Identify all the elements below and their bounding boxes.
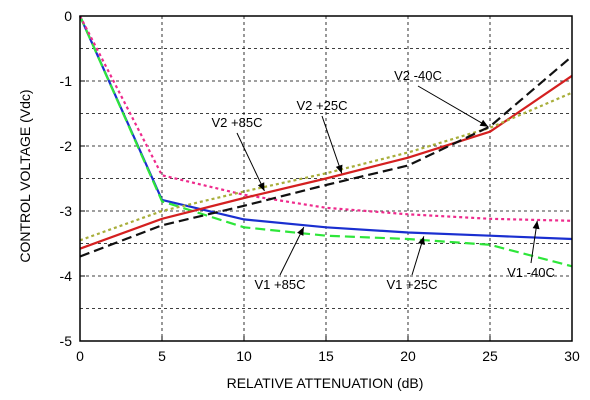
y-tick-label: -4 bbox=[60, 268, 73, 284]
annotation-label: V1 -40C bbox=[507, 265, 555, 280]
grid bbox=[80, 16, 572, 341]
annotation-arrowhead bbox=[297, 227, 304, 236]
annotation-leader bbox=[236, 132, 265, 192]
annotation-arrowhead bbox=[479, 119, 489, 127]
annotation-label: V1 +25C bbox=[387, 277, 438, 292]
y-axis-title: CONTROL VOLTAGE (Vdc) bbox=[17, 89, 33, 262]
annotation-arrowhead bbox=[257, 182, 265, 191]
x-tick-label: 15 bbox=[318, 348, 334, 364]
y-tick-label: 0 bbox=[64, 8, 72, 24]
y-tick-label: -1 bbox=[60, 73, 73, 89]
series-line bbox=[79, 74, 573, 250]
y-tick-label: -5 bbox=[60, 333, 73, 349]
annotation-leader bbox=[417, 85, 489, 128]
annotation-leader bbox=[321, 115, 343, 174]
x-tick-label: 30 bbox=[564, 348, 580, 364]
annotation-label: V2 +25C bbox=[297, 98, 348, 113]
axis-ticks: 0 5 10 15 20 25 30 0 -1 -2 -3 -4 -5 bbox=[60, 8, 580, 364]
annotation-label: V2 -40C bbox=[394, 68, 442, 83]
x-tick-label: 5 bbox=[158, 348, 166, 364]
y-tick-label: -2 bbox=[60, 138, 73, 154]
x-axis-title: RELATIVE ATTENUATION (dB) bbox=[227, 375, 424, 391]
x-tick-label: 0 bbox=[76, 348, 84, 364]
y-tick-label: -3 bbox=[60, 203, 73, 219]
x-tick-label: 25 bbox=[482, 348, 498, 364]
annotation-arrowhead bbox=[532, 220, 540, 230]
series-line bbox=[79, 15, 573, 222]
x-tick-label: 10 bbox=[236, 348, 252, 364]
annotation-arrowhead bbox=[335, 164, 343, 174]
annotation-leader bbox=[279, 226, 305, 276]
annotations: V2 -40C V2 +25C V2 +85C V1 +85C V1 +25C V1 -4… bbox=[212, 68, 555, 292]
series-line bbox=[78, 15, 573, 268]
annotation-arrowhead bbox=[418, 236, 425, 245]
x-tick-label: 20 bbox=[400, 348, 416, 364]
plot-series bbox=[78, 15, 573, 268]
annotation-label: V2 +85C bbox=[212, 115, 263, 130]
annotation-label: V1 +85C bbox=[255, 277, 306, 292]
series-line bbox=[79, 55, 573, 258]
